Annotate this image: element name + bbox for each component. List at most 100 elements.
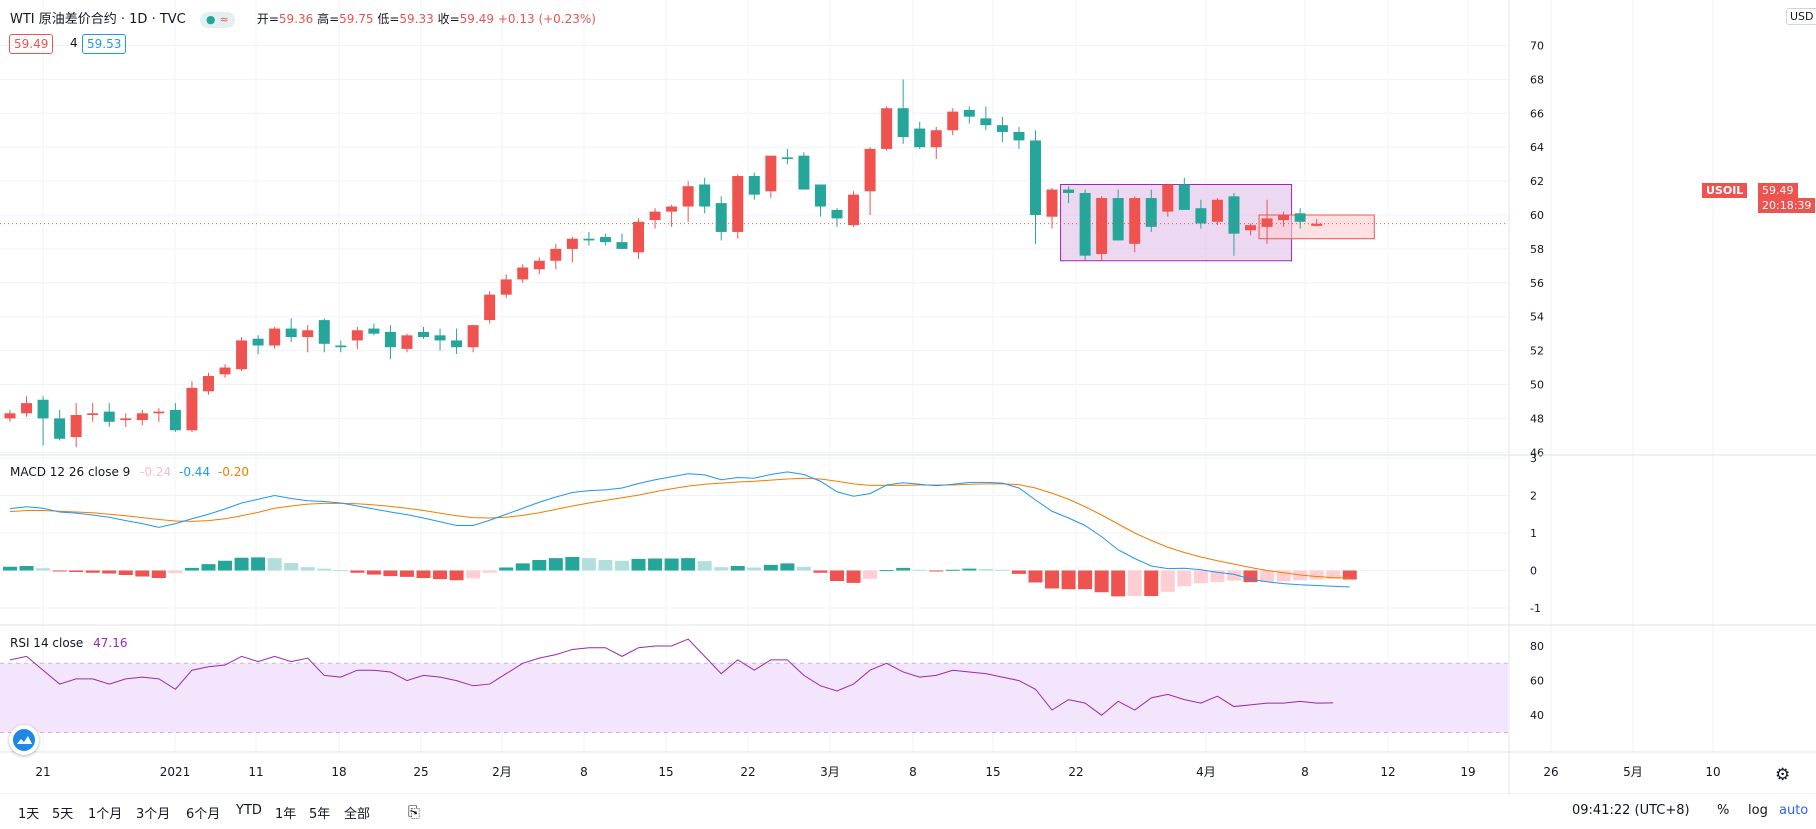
candle-body[interactable] [401,335,413,349]
candle-body[interactable] [897,108,909,138]
candle-body[interactable] [1228,196,1240,234]
candle-body[interactable] [219,367,231,375]
candle-body[interactable] [87,413,99,416]
candle-body[interactable] [169,409,181,431]
macd-title[interactable]: MACD 12 26 close 9 [10,465,131,479]
candle-body[interactable] [765,155,777,192]
chart-canvas[interactable]: 21 2021 11 18 25 2月 8 15 22 3月 8 15 22 4月 8 12 19 26 5月 107… [0,0,1816,794]
candle-body[interactable] [715,203,727,232]
candle-body[interactable] [666,206,678,212]
candle-body[interactable] [335,345,347,348]
timeframe-button[interactable]: 全部 [344,807,371,822]
log-scale-toggle[interactable]: log [1748,803,1768,818]
candle-body[interactable] [252,338,264,346]
candle-body[interactable] [418,331,429,338]
candle-body[interactable] [980,118,992,126]
candle-body[interactable] [1278,215,1290,221]
clock-display[interactable]: 09:41:22 (UTC+8) [1572,803,1690,818]
timeframe-button[interactable]: 1年 [275,807,297,822]
candle-body[interactable] [1145,198,1157,227]
candle-body[interactable] [70,415,82,438]
candle-body[interactable] [1046,189,1058,217]
candle-body[interactable] [318,320,330,344]
candle-body[interactable] [1112,198,1124,241]
candle-body[interactable] [1013,131,1025,141]
buy-price-button[interactable]: 59.53 [82,34,127,54]
tradingview-logo[interactable] [9,725,39,755]
candle-body[interactable] [1063,189,1075,193]
auto-scale-toggle[interactable]: auto [1779,803,1809,818]
candle-body[interactable] [1079,192,1091,256]
candle-body[interactable] [186,387,198,431]
candle-body[interactable] [1029,140,1041,215]
candle-body[interactable] [649,211,661,221]
candle-body[interactable] [814,184,826,207]
candle-body[interactable] [1245,225,1256,231]
candle-body[interactable] [4,413,16,419]
candle-body[interactable] [1311,223,1323,226]
candle-body[interactable] [1178,184,1190,210]
candle-body[interactable] [236,340,248,370]
candle-body[interactable] [848,194,860,226]
candle-body[interactable] [500,279,512,295]
candle-body[interactable] [914,128,926,148]
candle-body[interactable] [202,376,214,392]
percent-scale-toggle[interactable]: % [1717,803,1730,818]
candle-body[interactable] [368,328,380,334]
candle-body[interactable] [682,186,694,207]
goto-date-icon[interactable]: ⎘ [408,803,421,821]
candle-body[interactable] [153,411,165,414]
candle-body[interactable] [517,267,529,280]
candle-body[interactable] [633,221,645,253]
candle-body[interactable] [1195,208,1207,224]
timeframe-button[interactable]: 6个月 [186,807,221,822]
market-status-badge[interactable]: ● ≈ [199,11,235,28]
timeframe-button[interactable]: 5天 [52,807,74,822]
timeframe-button[interactable]: 1个月 [88,807,123,822]
candle-body[interactable] [881,108,893,149]
timeframe-button[interactable]: 3个月 [136,807,171,822]
candle-body[interactable] [533,260,545,270]
rsi-title[interactable]: RSI 14 close [10,636,84,650]
candle-body[interactable] [1162,184,1174,212]
candle-body[interactable] [120,418,132,421]
candle-body[interactable] [21,403,33,414]
candle-body[interactable] [864,148,876,192]
candle-body[interactable] [302,330,314,338]
candle-body[interactable] [781,157,793,160]
candle-body[interactable] [54,418,66,439]
candle-body[interactable] [269,328,281,346]
candle-body[interactable] [831,209,843,219]
candle-body[interactable] [748,176,760,195]
candle-body[interactable] [963,109,975,117]
candle-body[interactable] [434,335,446,341]
candle-body[interactable] [583,238,595,241]
candle-body[interactable] [103,411,115,422]
candle-body[interactable] [930,130,942,148]
candle-body[interactable] [616,242,628,249]
candle-body[interactable] [798,155,810,190]
candle-body[interactable] [550,248,562,261]
candle-body[interactable] [351,330,363,341]
timeframe-button[interactable]: 1天 [18,807,40,822]
candle-body[interactable] [1211,199,1223,222]
candle-body[interactable] [1096,198,1108,254]
candle-body[interactable] [484,294,496,321]
symbol-title[interactable]: WTI 原油差价合约 · 1D · TVC [10,12,186,27]
timeframe-button[interactable]: 5年 [309,807,331,822]
candle-body[interactable] [566,238,578,249]
timeframe-button[interactable]: YTD [236,803,262,818]
candle-body[interactable] [384,331,396,348]
candle-body[interactable] [1294,213,1306,222]
price-range-rectangle[interactable] [1258,214,1375,240]
price-range-rectangle[interactable] [1060,183,1293,262]
candle-body[interactable] [136,413,148,421]
sell-price-button[interactable]: 59.49 [9,34,54,54]
candle-body[interactable] [947,111,959,131]
candle-body[interactable] [285,328,297,338]
candle-body[interactable] [451,340,463,348]
candle-body[interactable] [1261,218,1273,227]
candle-body[interactable] [467,325,479,348]
settings-gear-icon[interactable]: ⚙ [1775,765,1791,785]
candle-body[interactable] [599,237,611,243]
